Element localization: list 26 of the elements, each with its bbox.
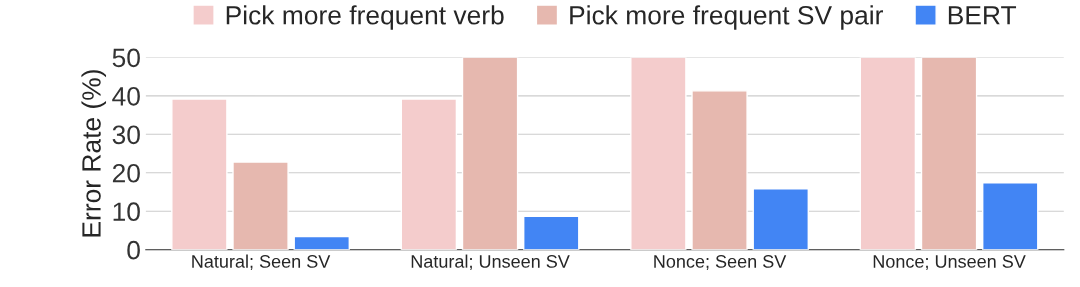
x-tick-label: Nonce; Seen SV bbox=[654, 255, 787, 270]
bar bbox=[523, 215, 580, 250]
x-tick-label: Natural; Unseen SV bbox=[411, 254, 570, 270]
bar bbox=[400, 98, 458, 250]
y-tick-label: 30 bbox=[112, 125, 140, 145]
bar bbox=[982, 182, 1039, 250]
bar bbox=[859, 57, 917, 250]
bar bbox=[461, 57, 519, 250]
bar bbox=[691, 90, 748, 250]
y-tick-label: 20 bbox=[112, 163, 140, 183]
bar bbox=[630, 57, 687, 250]
y-tick-label: 10 bbox=[113, 202, 140, 222]
x-tick-label: Natural; Seen SV bbox=[192, 254, 331, 270]
y-tick-label: 50 bbox=[112, 48, 140, 68]
y-tick-label: 40 bbox=[112, 86, 140, 106]
legend-label: BERT bbox=[948, 6, 1017, 25]
bar bbox=[232, 161, 289, 250]
x-tick-label: Nonce; Unseen SV bbox=[873, 255, 1026, 270]
bar bbox=[171, 98, 228, 250]
legend-label: Pick more frequent verb bbox=[226, 5, 504, 30]
y-axis-title: Error Rate (%) bbox=[81, 70, 107, 237]
bar bbox=[920, 57, 978, 250]
bar bbox=[293, 235, 350, 250]
bar bbox=[752, 188, 809, 250]
y-tick-label: 0 bbox=[127, 240, 140, 260]
legend-label: Pick more frequent SV pair bbox=[570, 5, 883, 30]
